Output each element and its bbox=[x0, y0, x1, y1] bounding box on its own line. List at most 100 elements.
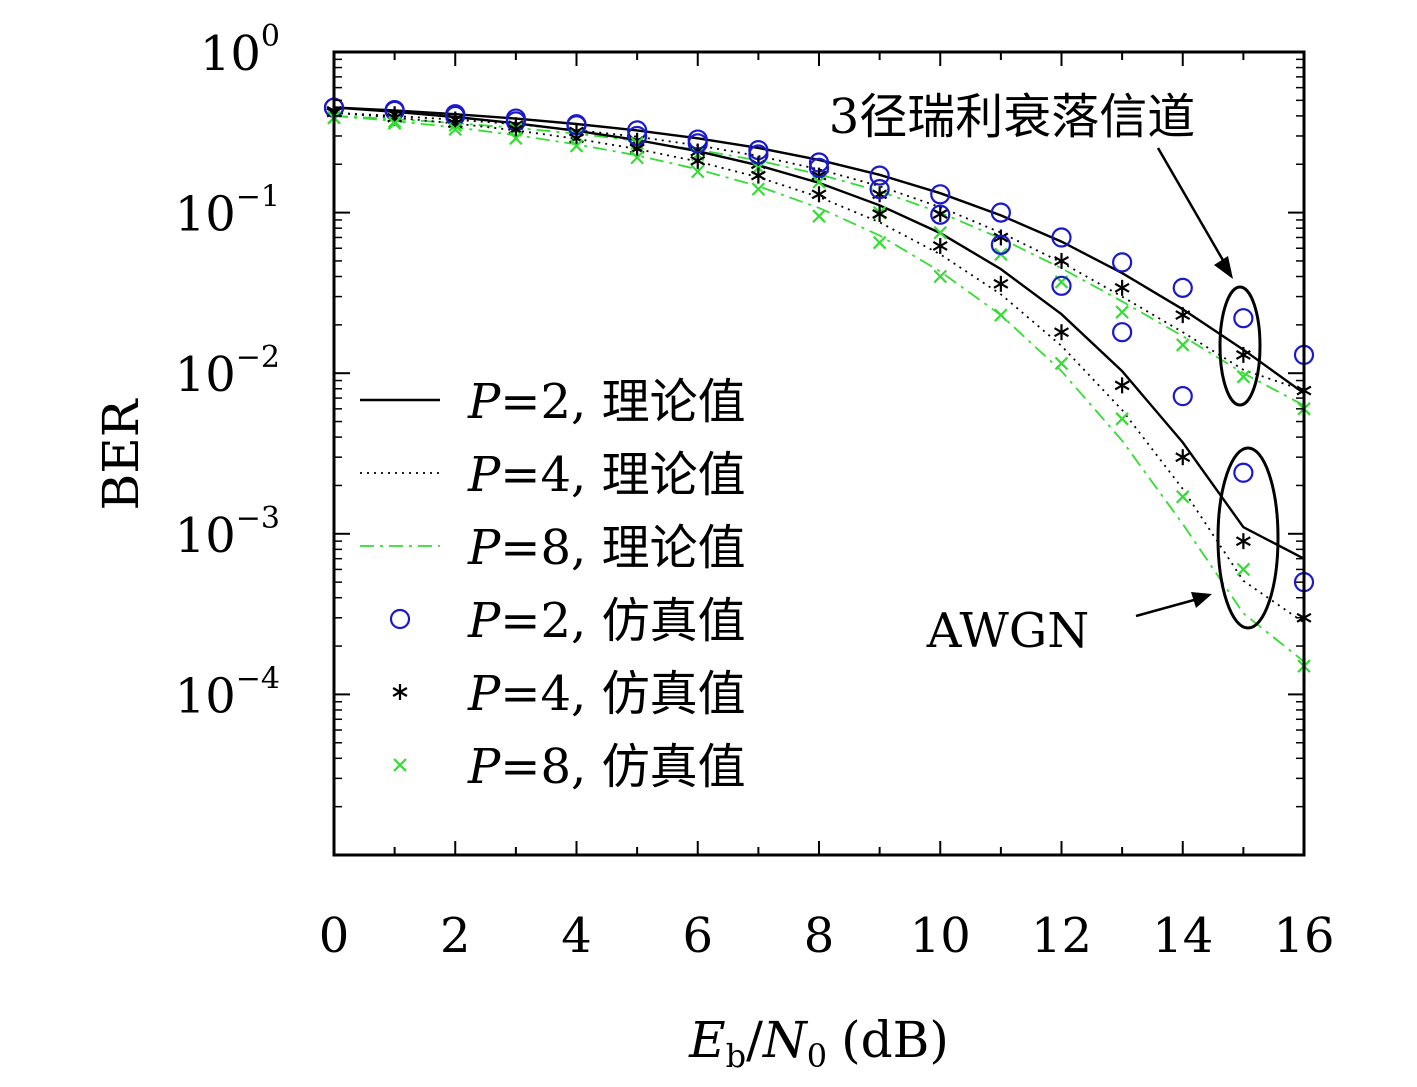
marker-awgn-star-9 bbox=[872, 206, 888, 223]
x-tick-labels: 0 2 4 6 8 10 12 14 16 bbox=[319, 908, 1335, 964]
annotation-awgn-ellipse bbox=[1216, 446, 1280, 630]
marker-awgn-star-8 bbox=[811, 186, 827, 203]
y-axis-label: BER bbox=[92, 398, 150, 510]
marker-rayleigh-circle-10 bbox=[930, 184, 951, 205]
annotation-awgn-arrow-head bbox=[1191, 592, 1212, 608]
marker-awgn-circle-9 bbox=[869, 179, 890, 200]
legend-label-rest-4: =4, 仿真值 bbox=[500, 666, 745, 722]
legend-marker-4 bbox=[392, 684, 408, 700]
markers-layer bbox=[323, 97, 1315, 673]
legend-label-5: P=8, 仿真值 bbox=[467, 739, 746, 795]
legend-label-p-4: P bbox=[467, 666, 501, 722]
x-tick-label-10: 10 bbox=[910, 908, 971, 964]
marker-awgn-star-14 bbox=[1175, 449, 1191, 466]
x-tick-label-14: 14 bbox=[1152, 908, 1213, 964]
marker-awgn-x-10 bbox=[933, 269, 948, 284]
x-axis-label-sub-b: b bbox=[726, 1037, 746, 1075]
marker-rayleigh-x-15 bbox=[1236, 369, 1251, 384]
x-axis-label-slash: / bbox=[746, 1011, 763, 1069]
annotation-awgn-arrow-line bbox=[1135, 598, 1195, 618]
marker-awgn-circle-14 bbox=[1172, 386, 1193, 407]
marker-awgn-x-14 bbox=[1175, 490, 1190, 504]
y-tick-label-base-2: 10 bbox=[175, 347, 236, 403]
marker-rayleigh-x-14 bbox=[1175, 338, 1190, 352]
legend-label-1: P=4, 理论值 bbox=[467, 447, 746, 503]
x-tick-label-8: 8 bbox=[804, 908, 835, 964]
x-tick-label-12: 12 bbox=[1031, 908, 1092, 964]
marker-awgn-x-3 bbox=[509, 131, 523, 146]
marker-awgn-circle-6 bbox=[687, 133, 708, 154]
marker-awgn-x-8 bbox=[812, 209, 826, 223]
marker-awgn-x-12 bbox=[1054, 356, 1069, 371]
x-tick-label-16: 16 bbox=[1273, 908, 1334, 964]
marker-awgn-x-2 bbox=[448, 122, 463, 137]
marker-awgn-x-5 bbox=[630, 150, 644, 165]
marker-rayleigh-circle-11 bbox=[990, 202, 1011, 223]
marker-rayleigh-star-15 bbox=[1235, 346, 1251, 363]
annotations: 3径瑞利衰落信道 AWGN bbox=[829, 89, 1280, 659]
marker-rayleigh-star-11 bbox=[993, 229, 1009, 246]
marker-awgn-x-9 bbox=[872, 235, 887, 250]
legend-marker-5 bbox=[393, 758, 407, 772]
marker-awgn-x-6 bbox=[690, 164, 705, 179]
marker-rayleigh-x-8 bbox=[812, 175, 826, 189]
marker-rayleigh-star-12 bbox=[1054, 252, 1069, 269]
legend-label-3: P=2, 仿真值 bbox=[467, 593, 746, 649]
marker-rayleigh-circle-14 bbox=[1172, 277, 1193, 298]
legend-label-rest-3: =2, 仿真值 bbox=[500, 593, 745, 649]
marker-awgn-star-10 bbox=[932, 237, 948, 254]
marker-awgn-circle-12 bbox=[1051, 275, 1072, 296]
x-tick-label-6: 6 bbox=[682, 908, 713, 964]
marker-awgn-star-15 bbox=[1235, 533, 1251, 550]
legend-label-rest-5: =8, 仿真值 bbox=[500, 739, 745, 795]
marker-awgn-circle-13 bbox=[1112, 322, 1133, 343]
marker-awgn-star-13 bbox=[1114, 377, 1130, 394]
marker-awgn-star-6 bbox=[690, 152, 706, 169]
y-tick-label-0: 100 bbox=[200, 19, 280, 82]
legend-label-p-1: P bbox=[467, 447, 501, 503]
y-tick-label-base-4: 10 bbox=[175, 668, 236, 724]
legend-label-p-3: P bbox=[467, 593, 501, 649]
marker-awgn-star-7 bbox=[750, 167, 766, 184]
annotation-rayleigh-arrow-head bbox=[1214, 256, 1233, 279]
y-tick-label-base-0: 10 bbox=[200, 26, 261, 82]
annotation-rayleigh-arrow-line bbox=[1156, 147, 1226, 263]
y-tick-label-exp-3: −3 bbox=[236, 501, 280, 536]
marker-awgn-circle-8 bbox=[808, 157, 830, 178]
marker-awgn-star-5 bbox=[629, 140, 645, 157]
marker-awgn-star-11 bbox=[993, 275, 1009, 292]
marker-rayleigh-star-14 bbox=[1175, 307, 1191, 324]
annotation-awgn: AWGN bbox=[926, 603, 1089, 659]
x-axis-label-unit: (dB) bbox=[841, 1011, 949, 1069]
y-tick-label-3: 10−3 bbox=[175, 501, 280, 564]
y-tick-label-exp-1: −1 bbox=[236, 180, 280, 215]
x-axis-label-sub-0: 0 bbox=[807, 1037, 827, 1075]
y-tick-label-base-1: 10 bbox=[175, 187, 236, 243]
legend-label-4: P=4, 仿真值 bbox=[467, 666, 746, 722]
y-tick-label-1: 10−1 bbox=[175, 180, 280, 243]
curve-rayleigh-2 bbox=[333, 115, 1305, 407]
annotation-rayleigh: 3径瑞利衰落信道 bbox=[829, 89, 1196, 145]
x-axis-label: Eb/N0 (dB) bbox=[688, 1011, 949, 1075]
x-axis-label-n: N bbox=[762, 1011, 809, 1069]
marker-rayleigh-star-13 bbox=[1114, 279, 1130, 296]
curve-awgn-1 bbox=[333, 111, 1305, 624]
legend-label-0: P=2, 理论值 bbox=[467, 374, 746, 430]
x-tick-label-2: 2 bbox=[440, 908, 471, 964]
axis-ticks bbox=[333, 51, 1305, 856]
marker-rayleigh-circle-9 bbox=[869, 165, 890, 186]
legend-label-rest-0: =2, 理论值 bbox=[500, 374, 745, 430]
marker-rayleigh-star-10 bbox=[932, 206, 948, 223]
marker-rayleigh-circle-15 bbox=[1233, 308, 1254, 329]
marker-awgn-circle-11 bbox=[990, 234, 1011, 255]
y-tick-label-4: 10−4 bbox=[175, 661, 280, 724]
marker-awgn-star-3 bbox=[508, 121, 524, 138]
legend-label-rest-1: =4, 理论值 bbox=[500, 447, 745, 503]
curve-rayleigh-1 bbox=[333, 111, 1305, 392]
marker-rayleigh-star-9 bbox=[872, 186, 888, 203]
y-tick-label-base-3: 10 bbox=[175, 508, 236, 564]
marker-awgn-x-7 bbox=[751, 182, 766, 196]
